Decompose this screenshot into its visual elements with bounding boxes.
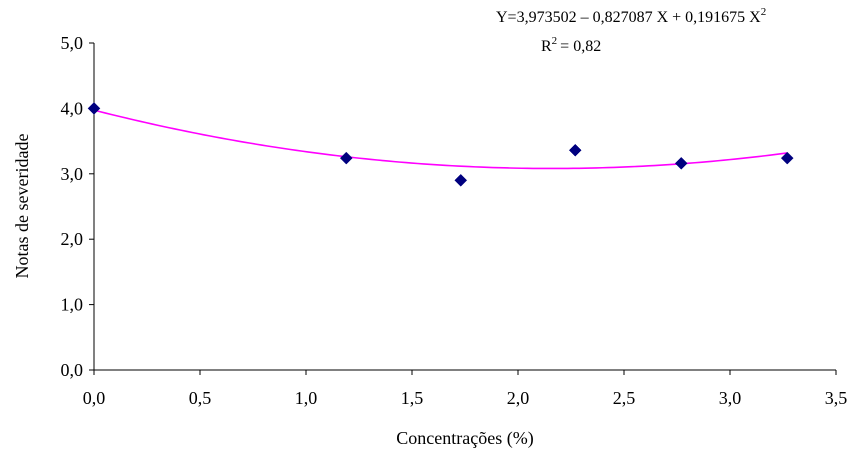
x-tick-label: 1,0	[295, 388, 318, 408]
y-tick-label: 5,0	[61, 33, 84, 53]
x-tick-label: 2,0	[507, 388, 530, 408]
data-points	[87, 102, 794, 187]
trendline	[93, 109, 788, 170]
y-tick-label: 3,0	[61, 164, 84, 184]
equation-main: Y=3,973502 – 0,827087 X + 0,191675 X	[496, 9, 761, 26]
equation-superscript: 2	[761, 6, 767, 18]
y-tick-label: 4,0	[61, 98, 84, 118]
y-ticks: 0,0 1,0 2,0 3,0 4,0 5,0	[61, 33, 94, 380]
data-point	[454, 173, 468, 187]
x-tick-label: 0,5	[189, 388, 212, 408]
x-tick-label: 2,5	[613, 388, 636, 408]
r-squared-superscript: 2	[552, 35, 558, 47]
x-ticks: 0,0 0,5 1,0 1,5 2,0 2,5 3,0 3,5	[83, 370, 848, 408]
data-point	[674, 156, 688, 170]
data-point	[780, 151, 794, 165]
x-tick-label: 0,0	[83, 388, 106, 408]
r-squared-prefix: R	[541, 38, 552, 55]
data-point	[568, 143, 582, 157]
r-squared-value: = 0,82	[560, 38, 601, 55]
y-tick-label: 1,0	[61, 295, 84, 315]
y-tick-label: 0,0	[61, 360, 84, 380]
r-squared-text: R2 = 0,82	[541, 35, 601, 55]
x-axis-title: Concentrações (%)	[396, 428, 533, 449]
axes	[93, 43, 836, 371]
data-point	[87, 102, 101, 115]
x-tick-label: 3,5	[825, 388, 848, 408]
data-point	[339, 151, 353, 165]
x-tick-label: 3,0	[719, 388, 742, 408]
equation-text: Y=3,973502 – 0,827087 X + 0,191675 X2	[496, 6, 766, 26]
y-axis-title: Notas de severidade	[12, 134, 32, 279]
y-tick-label: 2,0	[61, 229, 84, 249]
x-tick-label: 1,5	[401, 388, 424, 408]
